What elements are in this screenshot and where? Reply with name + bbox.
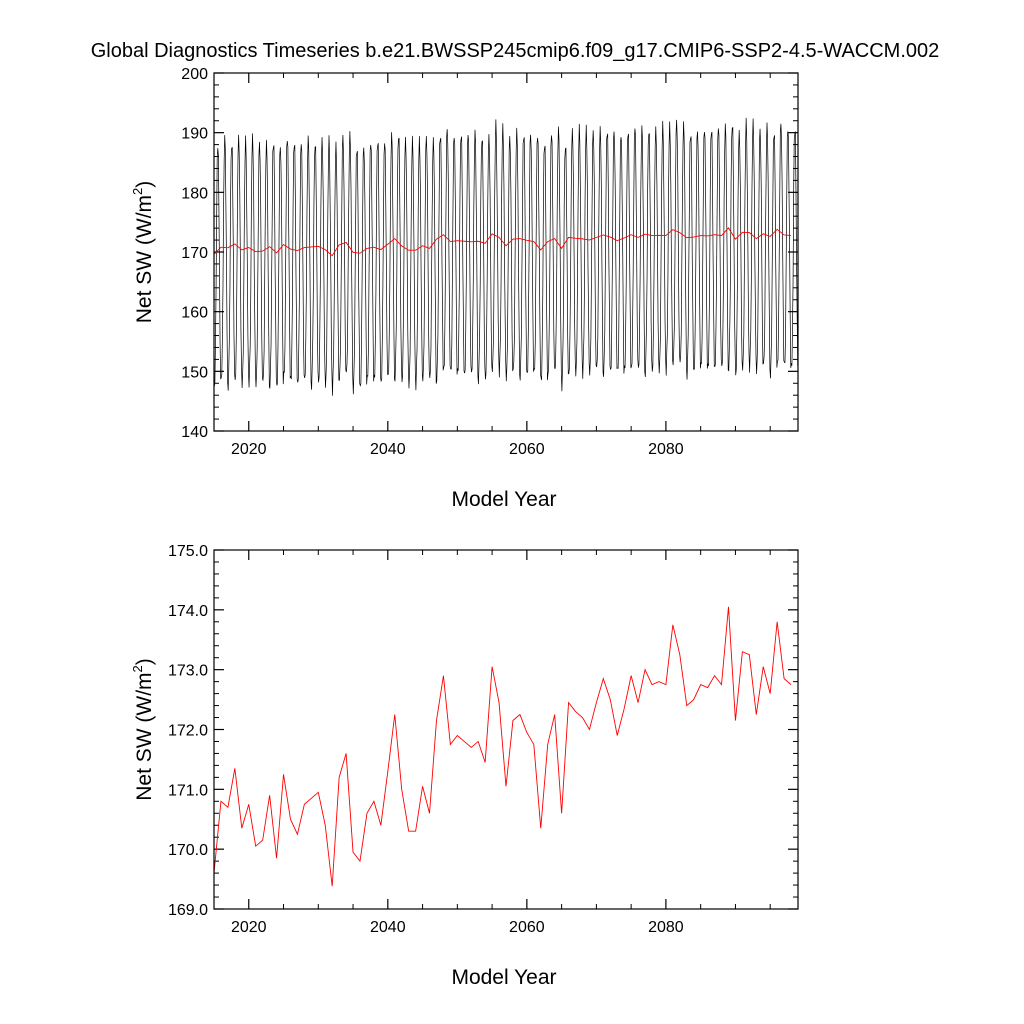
y-tick-label: 175.0 bbox=[168, 543, 208, 560]
y-tick-label: 200 bbox=[181, 66, 208, 83]
x-tick-label: 2080 bbox=[648, 441, 684, 458]
y-tick-label: 170 bbox=[181, 245, 208, 262]
annual-mean-series-line bbox=[214, 227, 792, 257]
bottom-panel-annual-mean: 2020 2040 2060 2080 169.0 170.0 171.0 172.0 173.… bbox=[130, 543, 799, 989]
plot-frame bbox=[213, 72, 799, 432]
x-tick-label: 2080 bbox=[648, 919, 684, 936]
y-axis-label: Net SW (W/m2) bbox=[130, 181, 156, 324]
x-axis-label: Model Year bbox=[451, 488, 556, 511]
y-tick-label: 169.0 bbox=[168, 902, 208, 919]
x-tick-label: 2040 bbox=[370, 919, 406, 936]
x-tick-label: 2020 bbox=[231, 919, 267, 936]
x-tick-label: 2060 bbox=[509, 441, 545, 458]
y-tick-label: 171.0 bbox=[168, 782, 208, 799]
plot-frame bbox=[213, 549, 799, 910]
monthly-series-line bbox=[214, 117, 798, 396]
top-panel-monthly-and-annual: 2020 2040 2060 2080 140 150 160 170 180 190 200 Mod… bbox=[130, 66, 799, 511]
x-tick-label: 2020 bbox=[231, 441, 267, 458]
y-tick-label: 170.0 bbox=[168, 842, 208, 859]
series-group bbox=[214, 606, 792, 887]
y-tick-label: 160 bbox=[181, 305, 208, 322]
figure-title: Global Diagnostics Timeseries b.e21.BWSS… bbox=[91, 40, 940, 62]
x-tick-label: 2040 bbox=[370, 441, 406, 458]
annual-mean-series-line bbox=[214, 606, 792, 887]
x-axis-label: Model Year bbox=[451, 966, 556, 989]
y-tick-label: 140 bbox=[181, 424, 208, 441]
y-tick-label: 172.0 bbox=[168, 723, 208, 740]
series-group bbox=[214, 117, 798, 396]
y-tick-label: 173.0 bbox=[168, 663, 208, 680]
x-tick-label: 2060 bbox=[509, 919, 545, 936]
y-tick-label: 190 bbox=[181, 126, 208, 143]
y-tick-label: 150 bbox=[181, 364, 208, 381]
y-tick-label: 180 bbox=[181, 185, 208, 202]
y-tick-label: 174.0 bbox=[168, 603, 208, 620]
y-axis-label: Net SW (W/m2) bbox=[130, 658, 156, 801]
